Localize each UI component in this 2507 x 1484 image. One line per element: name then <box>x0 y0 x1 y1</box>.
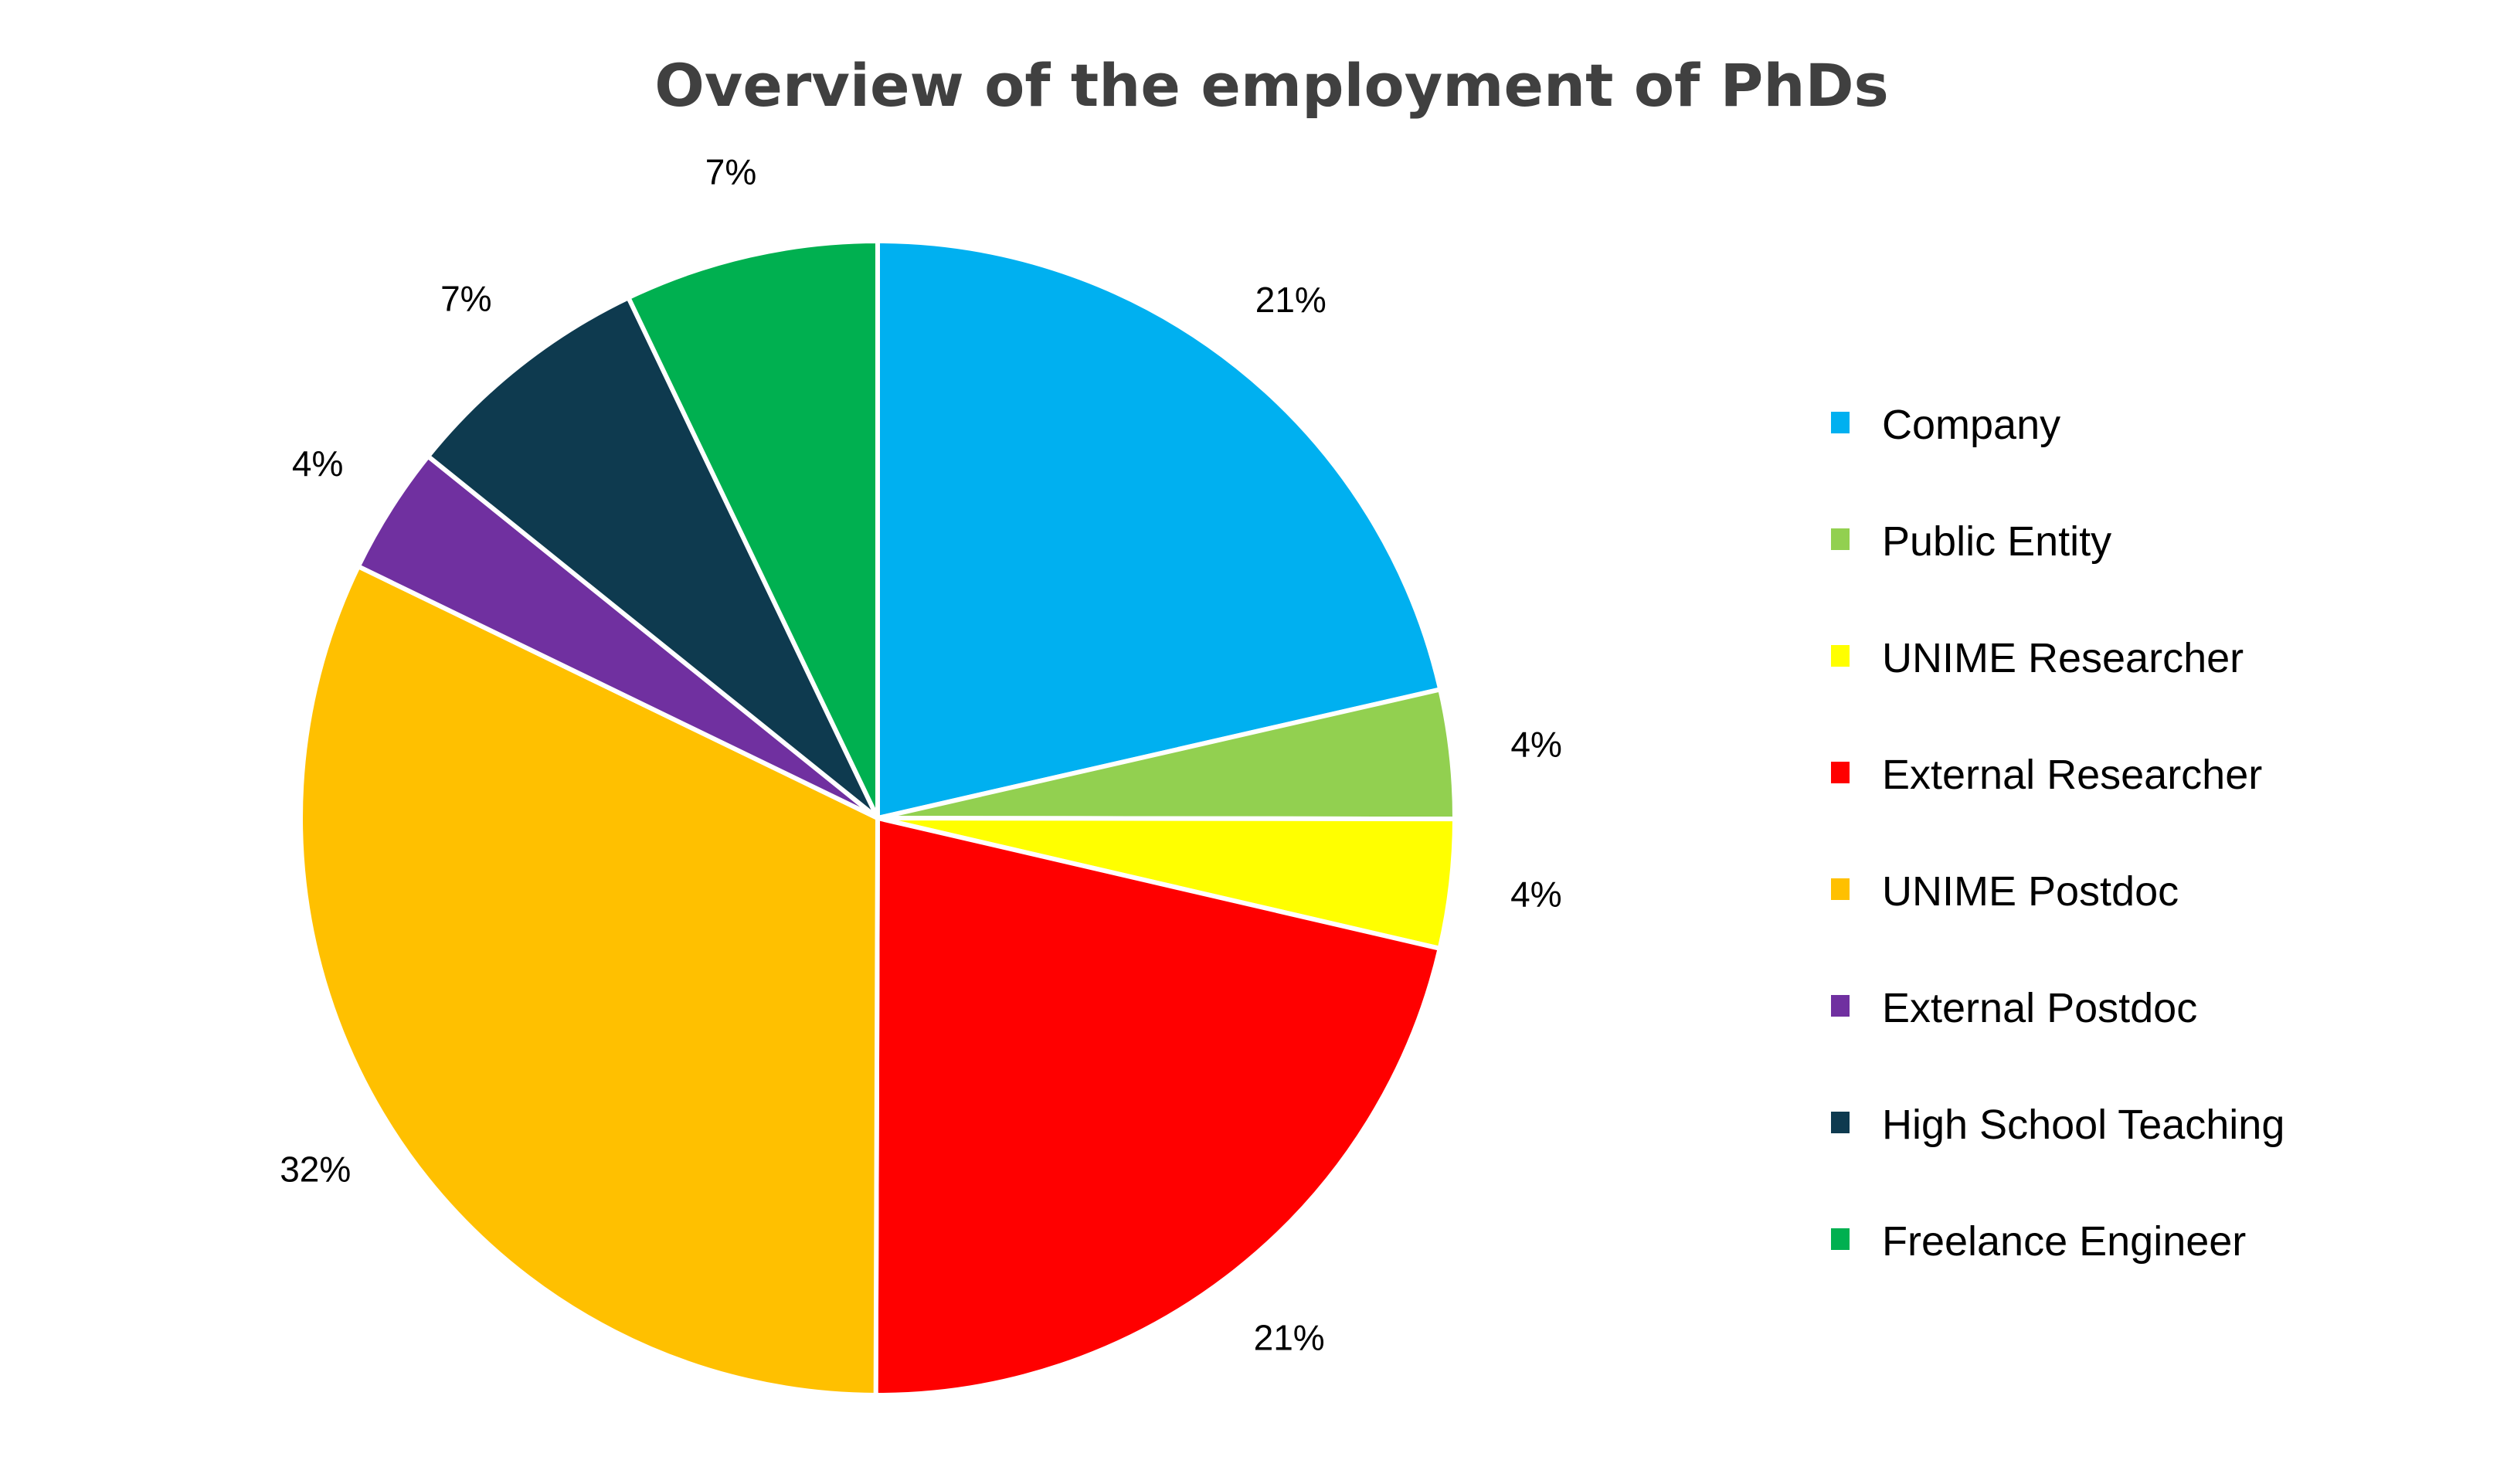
legend-label: External Postdoc <box>1882 985 2197 1031</box>
pie-slice-high-school-teaching <box>426 295 880 820</box>
data-label: 4% <box>292 443 343 484</box>
legend-label: High School Teaching <box>1882 1102 2284 1148</box>
pie-slice-freelance-engineer <box>626 239 880 820</box>
legend-label: UNIME Researcher <box>1882 635 2244 681</box>
legend-swatch <box>1831 412 1850 433</box>
legend-label: Freelance Engineer <box>1882 1218 2246 1265</box>
data-label: 21% <box>1255 280 1327 320</box>
legend-swatch <box>1831 1112 1850 1133</box>
legend-label: External Researcher <box>1882 752 2262 798</box>
legend-swatch <box>1831 762 1850 783</box>
data-label: 4% <box>1510 724 1561 764</box>
legend-swatch <box>1831 645 1850 667</box>
legend-swatch <box>1831 995 1850 1017</box>
data-label: 4% <box>1510 874 1561 914</box>
pie-slice-company <box>875 239 1443 820</box>
chart-title: Overview of the employment of PhDs <box>654 51 1889 120</box>
legend-label: Company <box>1882 402 2060 448</box>
legend-swatch <box>1831 878 1850 900</box>
data-label: 32% <box>280 1149 351 1189</box>
legend-swatch <box>1831 528 1850 550</box>
data-label: 7% <box>440 278 491 318</box>
data-label: 21% <box>1254 1318 1325 1358</box>
legend-label: Public Entity <box>1882 518 2111 565</box>
legend-label: UNIME Postdoc <box>1882 868 2179 915</box>
pie-slice-unime-postdoc <box>297 564 880 1397</box>
pie-slice-external-researcher <box>873 816 1442 1398</box>
legend-swatch <box>1831 1228 1850 1250</box>
data-label: 7% <box>705 151 756 192</box>
